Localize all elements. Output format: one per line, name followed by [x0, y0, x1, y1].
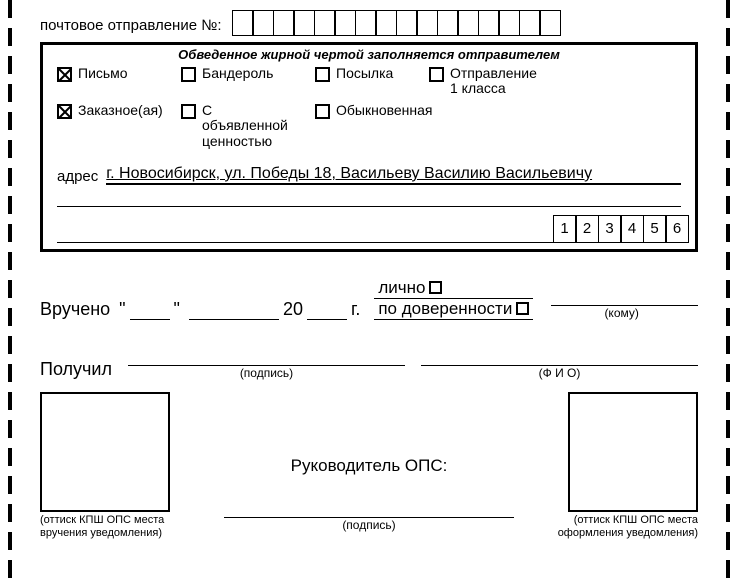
month-field[interactable]	[189, 319, 279, 320]
delivered-label: Вручено	[40, 299, 110, 320]
checkbox-firstclass[interactable]	[429, 67, 444, 82]
perforation-left	[8, 0, 12, 585]
by-proxy-label: по доверенности	[378, 299, 512, 319]
postal-index-cells[interactable]: 1 2 3 4 5 6	[554, 215, 689, 243]
address-line-3[interactable]	[57, 215, 554, 243]
received-label: Получил	[40, 359, 112, 380]
year-field[interactable]	[307, 319, 347, 320]
fio-caption: (Ф И О)	[421, 366, 698, 380]
sender-section: Обведенное жирной чертой заполняется отп…	[40, 42, 698, 252]
checkbox-label: Заказное(ая)	[78, 103, 163, 118]
instruction-text: Обведенное жирной чертой заполняется отп…	[43, 45, 695, 66]
received-row: Получил (подпись) (Ф И О)	[40, 344, 698, 380]
checkbox-label: С объявленнойценностью	[202, 103, 301, 149]
index-cell: 3	[598, 215, 622, 243]
signature-field[interactable]	[128, 344, 405, 366]
recipient-field[interactable]	[551, 282, 698, 306]
stamp-box-right	[568, 392, 698, 512]
checkbox-label: Отправление1 класса	[450, 66, 537, 97]
checkbox-row-2: Заказное(ая) С объявленнойценностью Обык…	[57, 103, 681, 149]
checkbox-label: Бандероль	[202, 66, 273, 81]
stamp-caption-right: (оттиск КПШ ОПС места оформления уведомл…	[544, 514, 698, 540]
year-suffix: г.	[351, 299, 360, 320]
day-field[interactable]	[130, 319, 170, 320]
postal-number-row: почтовое отправление №:	[40, 10, 698, 36]
ops-signature-caption: (подпись)	[204, 518, 534, 532]
stamp-box-left	[40, 392, 170, 512]
address-label: адрес	[57, 168, 98, 185]
index-cell: 4	[620, 215, 644, 243]
delivered-row: Вручено "" 20 г. лично по доверенности (…	[40, 278, 698, 320]
checkbox-parcel[interactable]	[315, 67, 330, 82]
checkbox-label: Посылка	[336, 66, 393, 81]
tracking-number-cells[interactable]	[232, 10, 562, 36]
checkbox-label: Обыкновенная	[336, 103, 433, 118]
stamps-row: (оттиск КПШ ОПС места вручения уведомлен…	[40, 392, 698, 540]
address-row: адрес г. Новосибирск, ул. Победы 18, Вас…	[43, 155, 695, 185]
address-value[interactable]: г. Новосибирск, ул. Победы 18, Васильеву…	[106, 165, 681, 185]
checkbox-banderol[interactable]	[181, 67, 196, 82]
checkbox-letter[interactable]	[57, 67, 72, 82]
checkbox-personally[interactable]	[429, 281, 442, 294]
stamp-caption-left: (оттиск КПШ ОПС места вручения уведомлен…	[40, 514, 194, 540]
postal-number-label: почтовое отправление №:	[40, 17, 222, 36]
index-cell: 1	[553, 215, 577, 243]
perforation-right	[726, 0, 730, 585]
ops-head-label: Руководитель ОПС:	[204, 456, 534, 476]
index-cell: 5	[643, 215, 667, 243]
index-cell: 6	[665, 215, 689, 243]
personally-label: лично	[378, 278, 425, 298]
fio-field[interactable]	[421, 344, 698, 366]
checkbox-registered[interactable]	[57, 104, 72, 119]
signature-caption: (подпись)	[128, 366, 405, 380]
to-whom-caption: (кому)	[545, 306, 698, 320]
address-line-2[interactable]	[57, 185, 681, 207]
checkbox-label: Письмо	[78, 66, 128, 81]
checkbox-declared-value[interactable]	[181, 104, 196, 119]
checkbox-by-proxy[interactable]	[516, 302, 529, 315]
index-cell: 2	[575, 215, 599, 243]
year-prefix: 20	[283, 299, 303, 320]
checkbox-ordinary[interactable]	[315, 104, 330, 119]
checkbox-row-1: Письмо Бандероль Посылка Отправление1 кл…	[57, 66, 681, 97]
